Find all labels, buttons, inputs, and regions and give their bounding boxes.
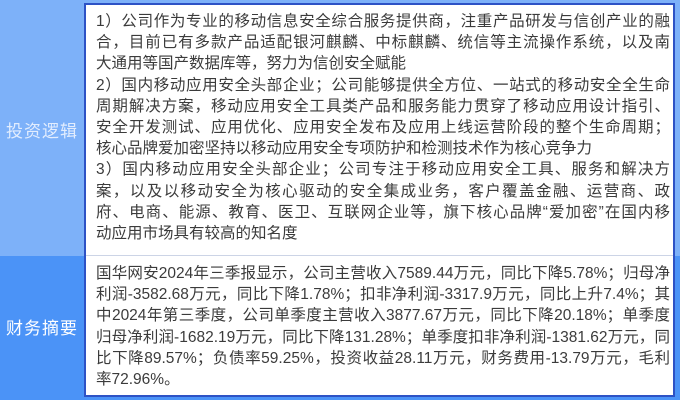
content-panel: [84, 3, 675, 397]
finance-summary-text: 国华网安2024年三季报显示，公司主营收入7589.44万元，同比下降5.78%…: [96, 263, 670, 390]
investment-text-line: 周期解决方案，移动应用安全工具类产品和服务能力贯穿了移动应用设计指引、: [96, 97, 670, 115]
investment-text-line: 大通用等国产数据库等，努力为信创安全赋能: [96, 55, 407, 73]
finance-text-line: 利润-3582.68万元，同比下降1.78%；扣非净利润-3317.9万元，同比…: [96, 286, 670, 304]
finance-summary-label: 财务摘要: [6, 319, 78, 338]
finance-text-line: 归母净利润-1682.19万元，同比下降131.28%；单季度扣非净利润-138…: [96, 328, 670, 346]
investment-text-line: 核心品牌爱加密坚持以移动应用安全专项防护和检测技术作为核心竞争力: [96, 140, 593, 158]
investment-text-line: 府、电商、能源、教育、医卫、互联网企业等，旗下核心品牌“爱加密”在国内移: [96, 203, 670, 221]
section-divider: [86, 255, 673, 256]
investment-text-line: 案，以及以移动安全为核心驱动的安全集成业务，客户覆盖金融、运营商、政: [96, 182, 670, 200]
investment-logic-text: 1）公司作为专业的移动信息安全综合服务提供商，注重产品研发与信创产业的融 合，目…: [96, 11, 670, 244]
finance-text-line: 比下降89.57%；负债率59.25%，投资收益28.11万元，财务费用-13.…: [96, 349, 670, 367]
investment-text-line: 动应用市场具有较高的知名度: [96, 225, 298, 243]
investment-logic-label: 投资逻辑: [6, 122, 78, 141]
finance-text-line: 率72.96%。: [96, 371, 180, 389]
finance-text-line: 中2024年第三季度，公司单季度主营收入3877.67万元，同比下降20.18%…: [96, 307, 670, 325]
investment-text-line: 安全开发测试、应用优化、应用安全发布及应用上线运营阶段的整个生命周期；: [96, 119, 670, 137]
investment-text-line: 3）国内移动应用安全头部企业；公司专注于移动应用安全工具、服务和解决方: [96, 161, 670, 179]
investment-text-line: 2）国内移动应用安全头部企业；公司能够提供全方位、一站式的移动安全全生命: [96, 76, 670, 94]
investment-text-line: 1）公司作为专业的移动信息安全综合服务提供商，注重产品研发与信创产业的融: [96, 13, 670, 30]
finance-text-line: 国华网安2024年三季报显示，公司主营收入7589.44万元，同比下降5.78%…: [96, 265, 670, 282]
investment-text-line: 合，目前已有多款产品适配银河麒麟、中标麒麟、统信等主流操作系统，以及南: [96, 34, 670, 52]
